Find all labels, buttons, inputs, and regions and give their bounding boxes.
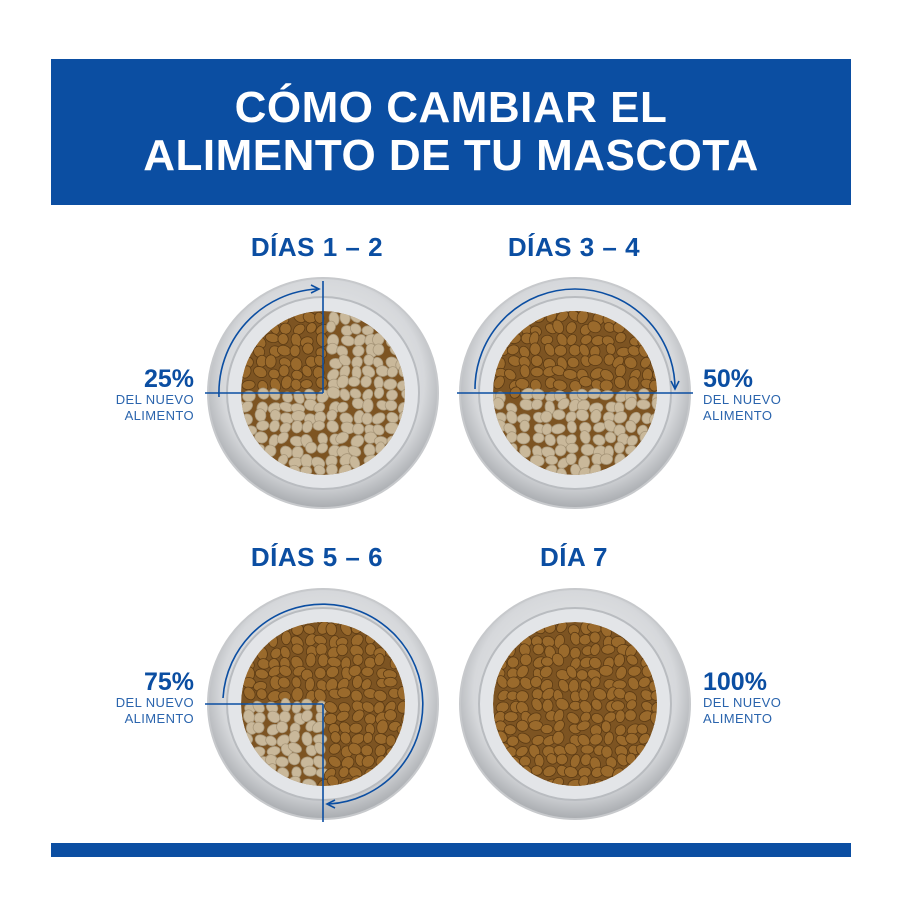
- title-line-1: CÓMO CAMBIAR EL: [234, 83, 668, 132]
- step-3-bowl: [205, 588, 439, 822]
- step-4-percent-block: 100% DEL NUEVO ALIMENTO: [703, 669, 823, 727]
- step-1-caption-2: ALIMENTO: [124, 408, 194, 423]
- step-1-day-label: DÍAS 1 – 2: [250, 232, 384, 262]
- step-1-caption-1: DEL NUEVO: [115, 392, 194, 407]
- step-4-caption-2: ALIMENTO: [703, 711, 773, 726]
- portion-indicator: [205, 281, 324, 398]
- step-3-percent: 75%: [143, 668, 194, 696]
- title-line-2: ALIMENTO DE TU MASCOTA: [143, 131, 759, 180]
- footer-bar: [51, 843, 851, 857]
- step-3-caption-1: DEL NUEVO: [115, 695, 194, 710]
- step-2-caption-2: ALIMENTO: [703, 408, 773, 423]
- step-1-percent-block: 25% DEL NUEVO ALIMENTO: [70, 366, 194, 424]
- step-2-percent: 50%: [703, 365, 754, 393]
- step-2-percent-block: 50% DEL NUEVO ALIMENTO: [703, 366, 823, 424]
- step-4-percent: 100%: [703, 668, 767, 696]
- step-2-bowl: [457, 277, 693, 509]
- portion-indicator: [205, 603, 424, 822]
- step-2-caption-1: DEL NUEVO: [703, 392, 782, 407]
- step-1-percent: 25%: [143, 365, 194, 393]
- step-2-day-label: DÍAS 3 – 4: [507, 232, 641, 262]
- title-banner: CÓMO CAMBIAR EL ALIMENTO DE TU MASCOTA: [51, 59, 851, 205]
- step-4-day-label: DÍA 7: [540, 542, 608, 572]
- step-3-percent-block: 75% DEL NUEVO ALIMENTO: [70, 669, 194, 727]
- step-4-caption-1: DEL NUEVO: [703, 695, 782, 710]
- step-3-day-label: DÍAS 5 – 6: [250, 542, 384, 572]
- portion-indicator: [457, 288, 693, 394]
- step-1-bowl: [205, 277, 439, 509]
- step-4-bowl: [459, 588, 691, 820]
- step-3-caption-2: ALIMENTO: [124, 711, 194, 726]
